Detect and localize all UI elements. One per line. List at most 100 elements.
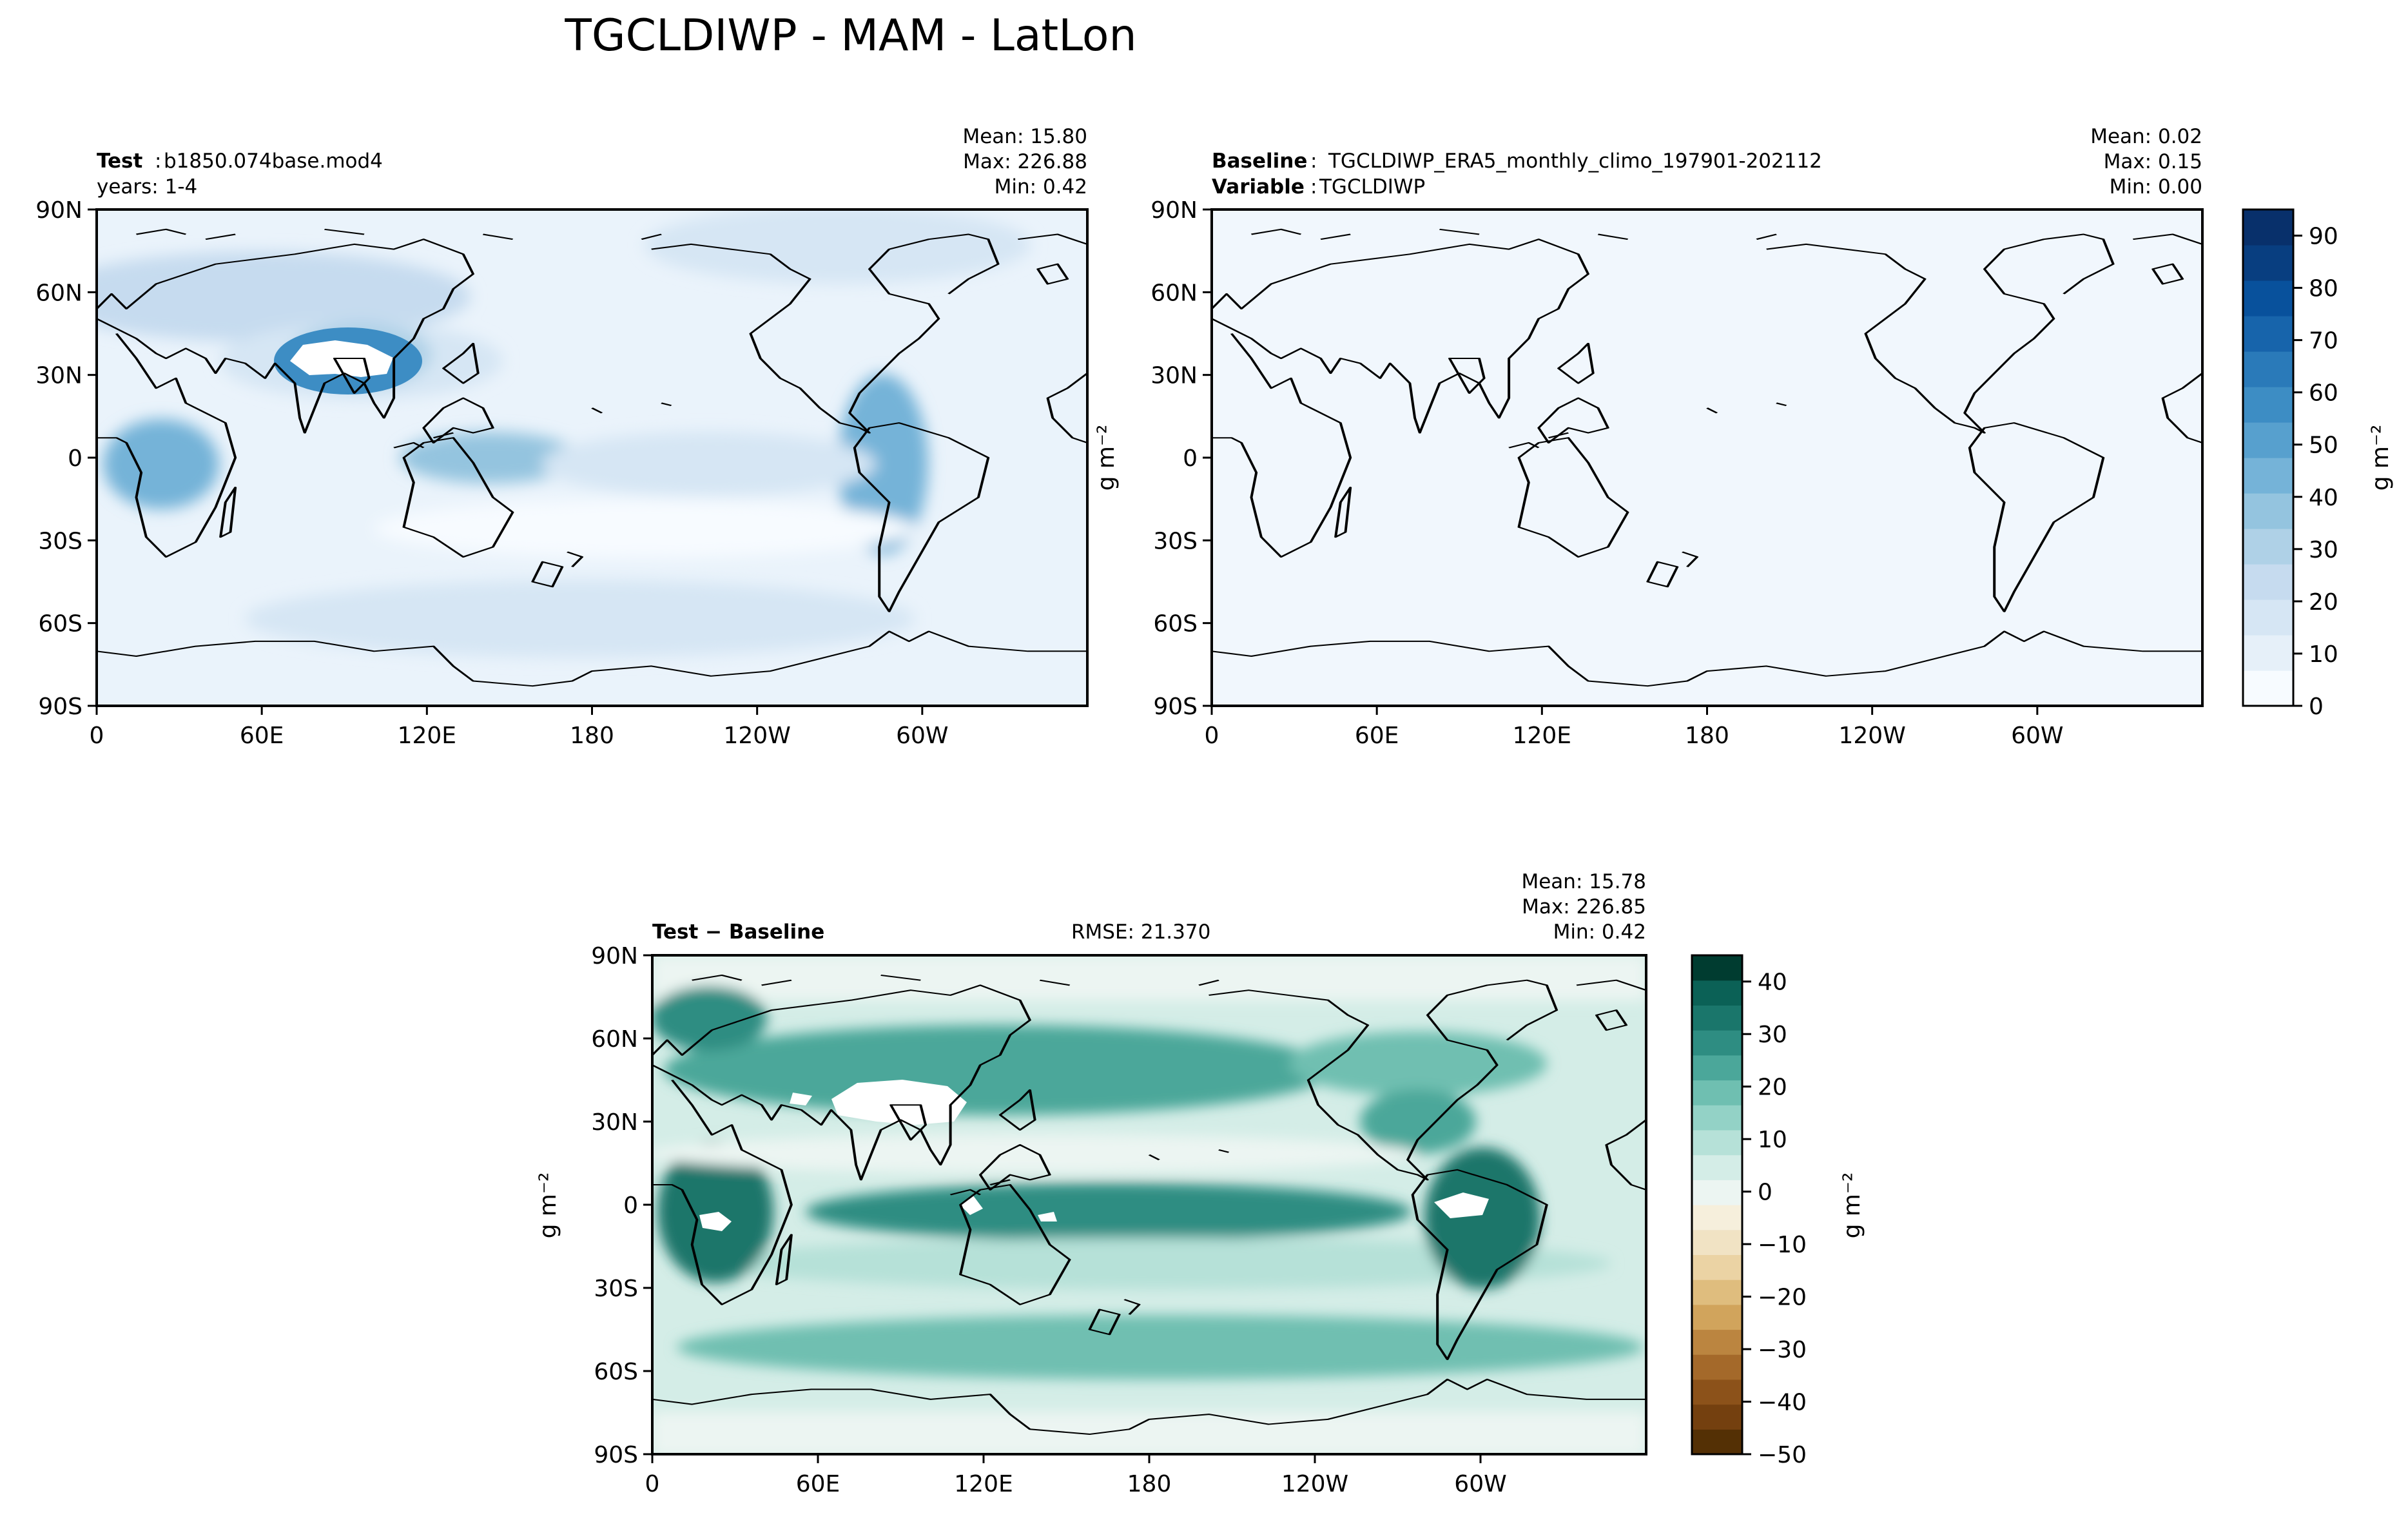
panel-baseline-title-text: TGCLDIWP_ERA5_monthly_climo_197901-20211…	[1328, 150, 1822, 173]
colorbar-segment	[1692, 1280, 1742, 1305]
x-tick-label: 60W	[896, 723, 948, 749]
y-tick-label: 60S	[1153, 611, 1198, 637]
blob	[652, 1412, 1646, 1454]
colorbar-tick-label: 80	[2309, 276, 2338, 302]
x-tick-label: 120W	[724, 723, 791, 749]
x-tick-label: 120E	[954, 1471, 1013, 1497]
colorbar-segment	[2243, 245, 2293, 281]
colorbar-segment	[2243, 351, 2293, 387]
panel-difference-sahara-hole	[790, 1093, 812, 1105]
panel-test-stat-mean: Mean: 15.80	[962, 125, 1087, 148]
colorbar-tick-label: 10	[1758, 1127, 1787, 1153]
x-tick-label: 120W	[1281, 1471, 1348, 1497]
x-tick-label: 60E	[1355, 723, 1399, 749]
blob	[652, 1134, 1418, 1173]
colorbar-brbg-label: g m⁻²	[1839, 1173, 1865, 1239]
colorbar-segment	[1692, 1229, 1742, 1255]
blob	[806, 1183, 1412, 1241]
panel-test-x-ticks: 0 60E 120E 180 120W 60W	[90, 706, 949, 749]
colorbar-tick-label: 10	[2309, 641, 2338, 668]
colorbar-tick-label: 40	[2309, 485, 2338, 511]
colorbar-segment	[2243, 493, 2293, 529]
panel-baseline-stat-min: Min: 0.00	[2110, 175, 2202, 199]
panel-test-field	[97, 209, 1087, 706]
panel-test: Test : b1850.074base.mod4 years: 1-4 Mea…	[35, 125, 1089, 749]
figure-title: TGCLDIWP - MAM - LatLon	[564, 10, 1136, 61]
x-tick-label: 180	[1127, 1471, 1172, 1497]
colorbar-blues: 90 80 70 60 50 40 30 20 10 0	[2242, 208, 2338, 720]
colorbar-brbg: 40 30 20 10 0 −10 −20 −30 −40 −50	[1691, 954, 1807, 1468]
blob	[838, 374, 928, 554]
colorbar-segment	[1692, 1329, 1742, 1355]
y-tick-label: 60S	[594, 1359, 638, 1385]
y-tick-label: 0	[68, 445, 83, 472]
x-tick-label: 60W	[2011, 723, 2063, 749]
colorbar-segment	[2243, 209, 2293, 246]
panel-baseline-field	[1212, 209, 2202, 706]
colorbar-tick-label: 20	[1758, 1075, 1787, 1101]
y-tick-label: 30N	[591, 1109, 638, 1136]
colorbar-segment	[1692, 1055, 1742, 1081]
colorbar-tick-label: 20	[2309, 589, 2338, 616]
colorbar-tick-label: −40	[1758, 1390, 1807, 1416]
blob	[245, 580, 915, 657]
y-tick-label: 90S	[594, 1442, 638, 1468]
colorbar-tick-label: 0	[1758, 1180, 1772, 1206]
y-tick-label: 0	[623, 1192, 638, 1219]
panel-baseline-ylabel: g m⁻²	[1093, 425, 1120, 491]
colorbar-frame	[1691, 954, 1743, 1455]
y-tick-label: 30N	[35, 363, 83, 389]
panel-baseline-var-bold: Variable	[1212, 175, 1305, 199]
colorbar-tick-label: −50	[1758, 1442, 1807, 1468]
panel-difference-tibet-hole	[831, 1080, 967, 1125]
panel-difference-stat-max: Max: 226.85	[1522, 895, 1646, 919]
y-tick-label: 30S	[594, 1276, 638, 1302]
colorbar-segment	[2243, 529, 2293, 565]
blob	[400, 432, 580, 483]
colorbar-segment	[1692, 1205, 1742, 1231]
colorbar-segment	[1692, 1180, 1742, 1205]
colorbar-segment	[2243, 635, 2293, 671]
panel-difference-africa-hole	[699, 1212, 732, 1231]
blob	[709, 1238, 1611, 1289]
colorbar-segment	[2243, 599, 2293, 636]
panel-baseline-stat-max: Max: 0.15	[2104, 150, 2202, 173]
panel-difference: Test − Baseline RMSE: 21.370 Mean: 15.78…	[535, 870, 1647, 1497]
colorbar-tick-label: 40	[1758, 969, 1787, 996]
x-tick-label: 180	[1685, 723, 1729, 749]
colorbar-tick-label: 70	[2309, 328, 2338, 355]
panel-difference-y-ticks: 90N 60N 30N 0 30S 60S 90S	[591, 943, 652, 1468]
blob	[652, 986, 767, 1051]
panel-baseline-title-bold: Baseline	[1212, 150, 1307, 173]
colorbar-tick-label: −10	[1758, 1232, 1807, 1258]
panel-baseline: Baseline : TGCLDIWP_ERA5_monthly_climo_1…	[1093, 125, 2204, 749]
blob	[541, 432, 877, 496]
blob	[652, 955, 1646, 1000]
panel-difference-title: Test − Baseline	[652, 920, 824, 944]
colorbar-segment	[2243, 387, 2293, 423]
blob	[657, 1141, 773, 1283]
panel-baseline-x-ticks: 0 60E 120E 180 120W 60W	[1205, 706, 2064, 749]
y-tick-label: 90S	[1153, 694, 1198, 720]
colorbar-blues-label: g m⁻²	[2367, 425, 2394, 491]
colorbar-segment	[1692, 1254, 1742, 1280]
panel-test-stat-max: Max: 226.88	[963, 150, 1087, 173]
colorbar-segment	[2243, 458, 2293, 494]
colorbar-segment	[1692, 980, 1742, 1006]
blob	[374, 500, 915, 558]
blob	[677, 1315, 1644, 1379]
colorbar-segment	[1692, 1129, 1742, 1156]
blob	[1424, 1147, 1540, 1289]
x-tick-label: 180	[570, 723, 614, 749]
blob	[645, 209, 1031, 284]
y-tick-label: 0	[1183, 445, 1198, 472]
panel-baseline-y-ticks: 90N 60N 30N 0 30S 60S 90S	[1151, 197, 1212, 720]
colorbar-tick-label: −30	[1758, 1337, 1807, 1363]
colorbar-segment	[1692, 1429, 1742, 1455]
panel-test-title-sep: :	[155, 150, 161, 173]
colorbar-tick-label: −20	[1758, 1285, 1807, 1311]
x-tick-label: 120E	[398, 723, 456, 749]
y-tick-label: 90S	[38, 694, 83, 720]
x-tick-label: 60W	[1454, 1471, 1506, 1497]
colorbar-segment	[2243, 422, 2293, 458]
